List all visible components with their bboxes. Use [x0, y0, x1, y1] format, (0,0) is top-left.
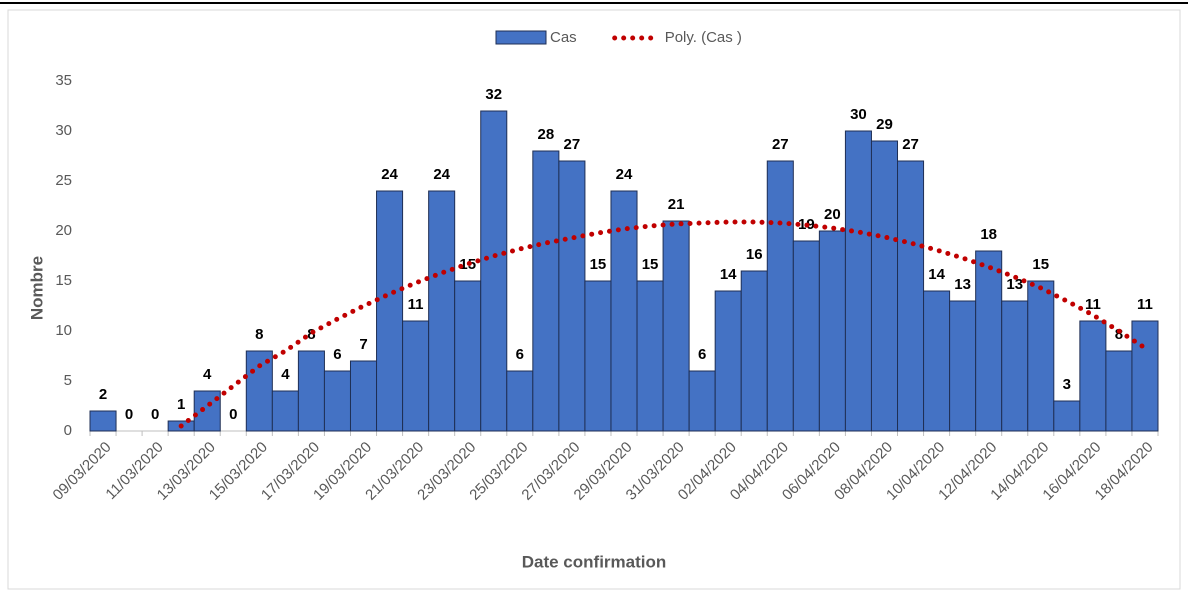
bar: [1053, 400, 1081, 432]
data-label: 0: [125, 406, 133, 423]
bar: [558, 160, 586, 432]
data-label: 8: [1115, 326, 1123, 343]
data-label: 13: [954, 276, 971, 293]
data-label: 29: [876, 116, 893, 133]
data-label: 24: [381, 166, 398, 183]
trend-line: [178, 219, 1148, 429]
bar: [870, 140, 899, 432]
data-label: 28: [538, 126, 555, 143]
data-label: 0: [151, 406, 159, 423]
data-label: 4: [281, 366, 290, 383]
bar: [1105, 350, 1133, 432]
data-label: 3: [1063, 376, 1071, 393]
y-tick-label: 0: [64, 422, 72, 439]
y-tick-label: 5: [64, 372, 72, 389]
bar: [740, 270, 768, 432]
bar: [349, 360, 378, 432]
data-label: 1: [177, 396, 185, 413]
legend-label: Poly. (Cas ): [665, 29, 742, 46]
bar: [1131, 320, 1159, 432]
data-label: 6: [516, 346, 524, 363]
legend-label: Cas: [550, 29, 577, 46]
data-label: 11: [1137, 296, 1153, 313]
data-label: 15: [642, 256, 659, 273]
y-tick-label: 10: [55, 322, 72, 339]
y-tick-label: 25: [55, 172, 72, 189]
bar: [89, 410, 117, 432]
bar: [1001, 300, 1029, 432]
data-label: 24: [616, 166, 633, 183]
data-label: 32: [485, 86, 502, 103]
chart-frame: [7, 9, 1181, 590]
bar: [1079, 320, 1107, 432]
bar: [844, 130, 872, 432]
bar: [818, 230, 846, 432]
legend-swatch: [495, 30, 547, 45]
bar: [636, 280, 664, 432]
data-label: 24: [433, 166, 450, 183]
data-label: 8: [255, 326, 263, 343]
bar: [402, 320, 430, 432]
bar: [376, 190, 404, 432]
data-label: 6: [698, 346, 706, 363]
data-label: 7: [359, 336, 367, 353]
data-label: 15: [1032, 256, 1049, 273]
bar: [1027, 280, 1055, 432]
bar: [480, 110, 508, 432]
data-label: 2: [99, 386, 107, 403]
bar: [428, 190, 456, 432]
bar: [766, 160, 794, 432]
data-label: 21: [668, 196, 685, 213]
y-axis-title: Nombre: [27, 256, 46, 320]
y-tick-label: 30: [55, 122, 72, 139]
bar: [532, 150, 560, 432]
bar: [714, 290, 742, 432]
data-label: 6: [333, 346, 341, 363]
bar: [975, 250, 1003, 432]
bar: [949, 300, 977, 432]
data-label: 15: [590, 256, 607, 273]
bar: [584, 280, 612, 432]
bar: [506, 370, 534, 432]
y-tick-label: 15: [55, 272, 72, 289]
bar: [688, 370, 716, 432]
data-label: 30: [850, 106, 867, 123]
x-axis-title: Date confirmation: [522, 552, 667, 571]
data-label: 14: [720, 266, 737, 283]
bar: [792, 240, 820, 432]
data-label: 27: [564, 136, 581, 153]
data-label: 20: [824, 206, 841, 223]
data-label: 4: [203, 366, 212, 383]
y-tick-label: 35: [55, 72, 72, 89]
bar: [662, 220, 690, 432]
bar: [923, 290, 951, 432]
data-label: 13: [1006, 276, 1023, 293]
data-label: 11: [408, 296, 424, 313]
y-tick-label: 20: [55, 222, 72, 239]
data-label: 27: [902, 136, 919, 153]
bar: [897, 160, 925, 432]
data-label: 27: [772, 136, 789, 153]
bar: [297, 350, 325, 432]
data-label: 14: [928, 266, 945, 283]
bar: [271, 390, 299, 432]
data-label: 0: [229, 406, 237, 423]
data-label: 8: [307, 326, 315, 343]
data-label: 16: [746, 246, 763, 263]
data-label: 11: [1085, 296, 1101, 313]
bar: [323, 370, 351, 432]
data-label: 18: [980, 226, 997, 243]
bar: [454, 280, 482, 432]
bar: [610, 190, 638, 432]
